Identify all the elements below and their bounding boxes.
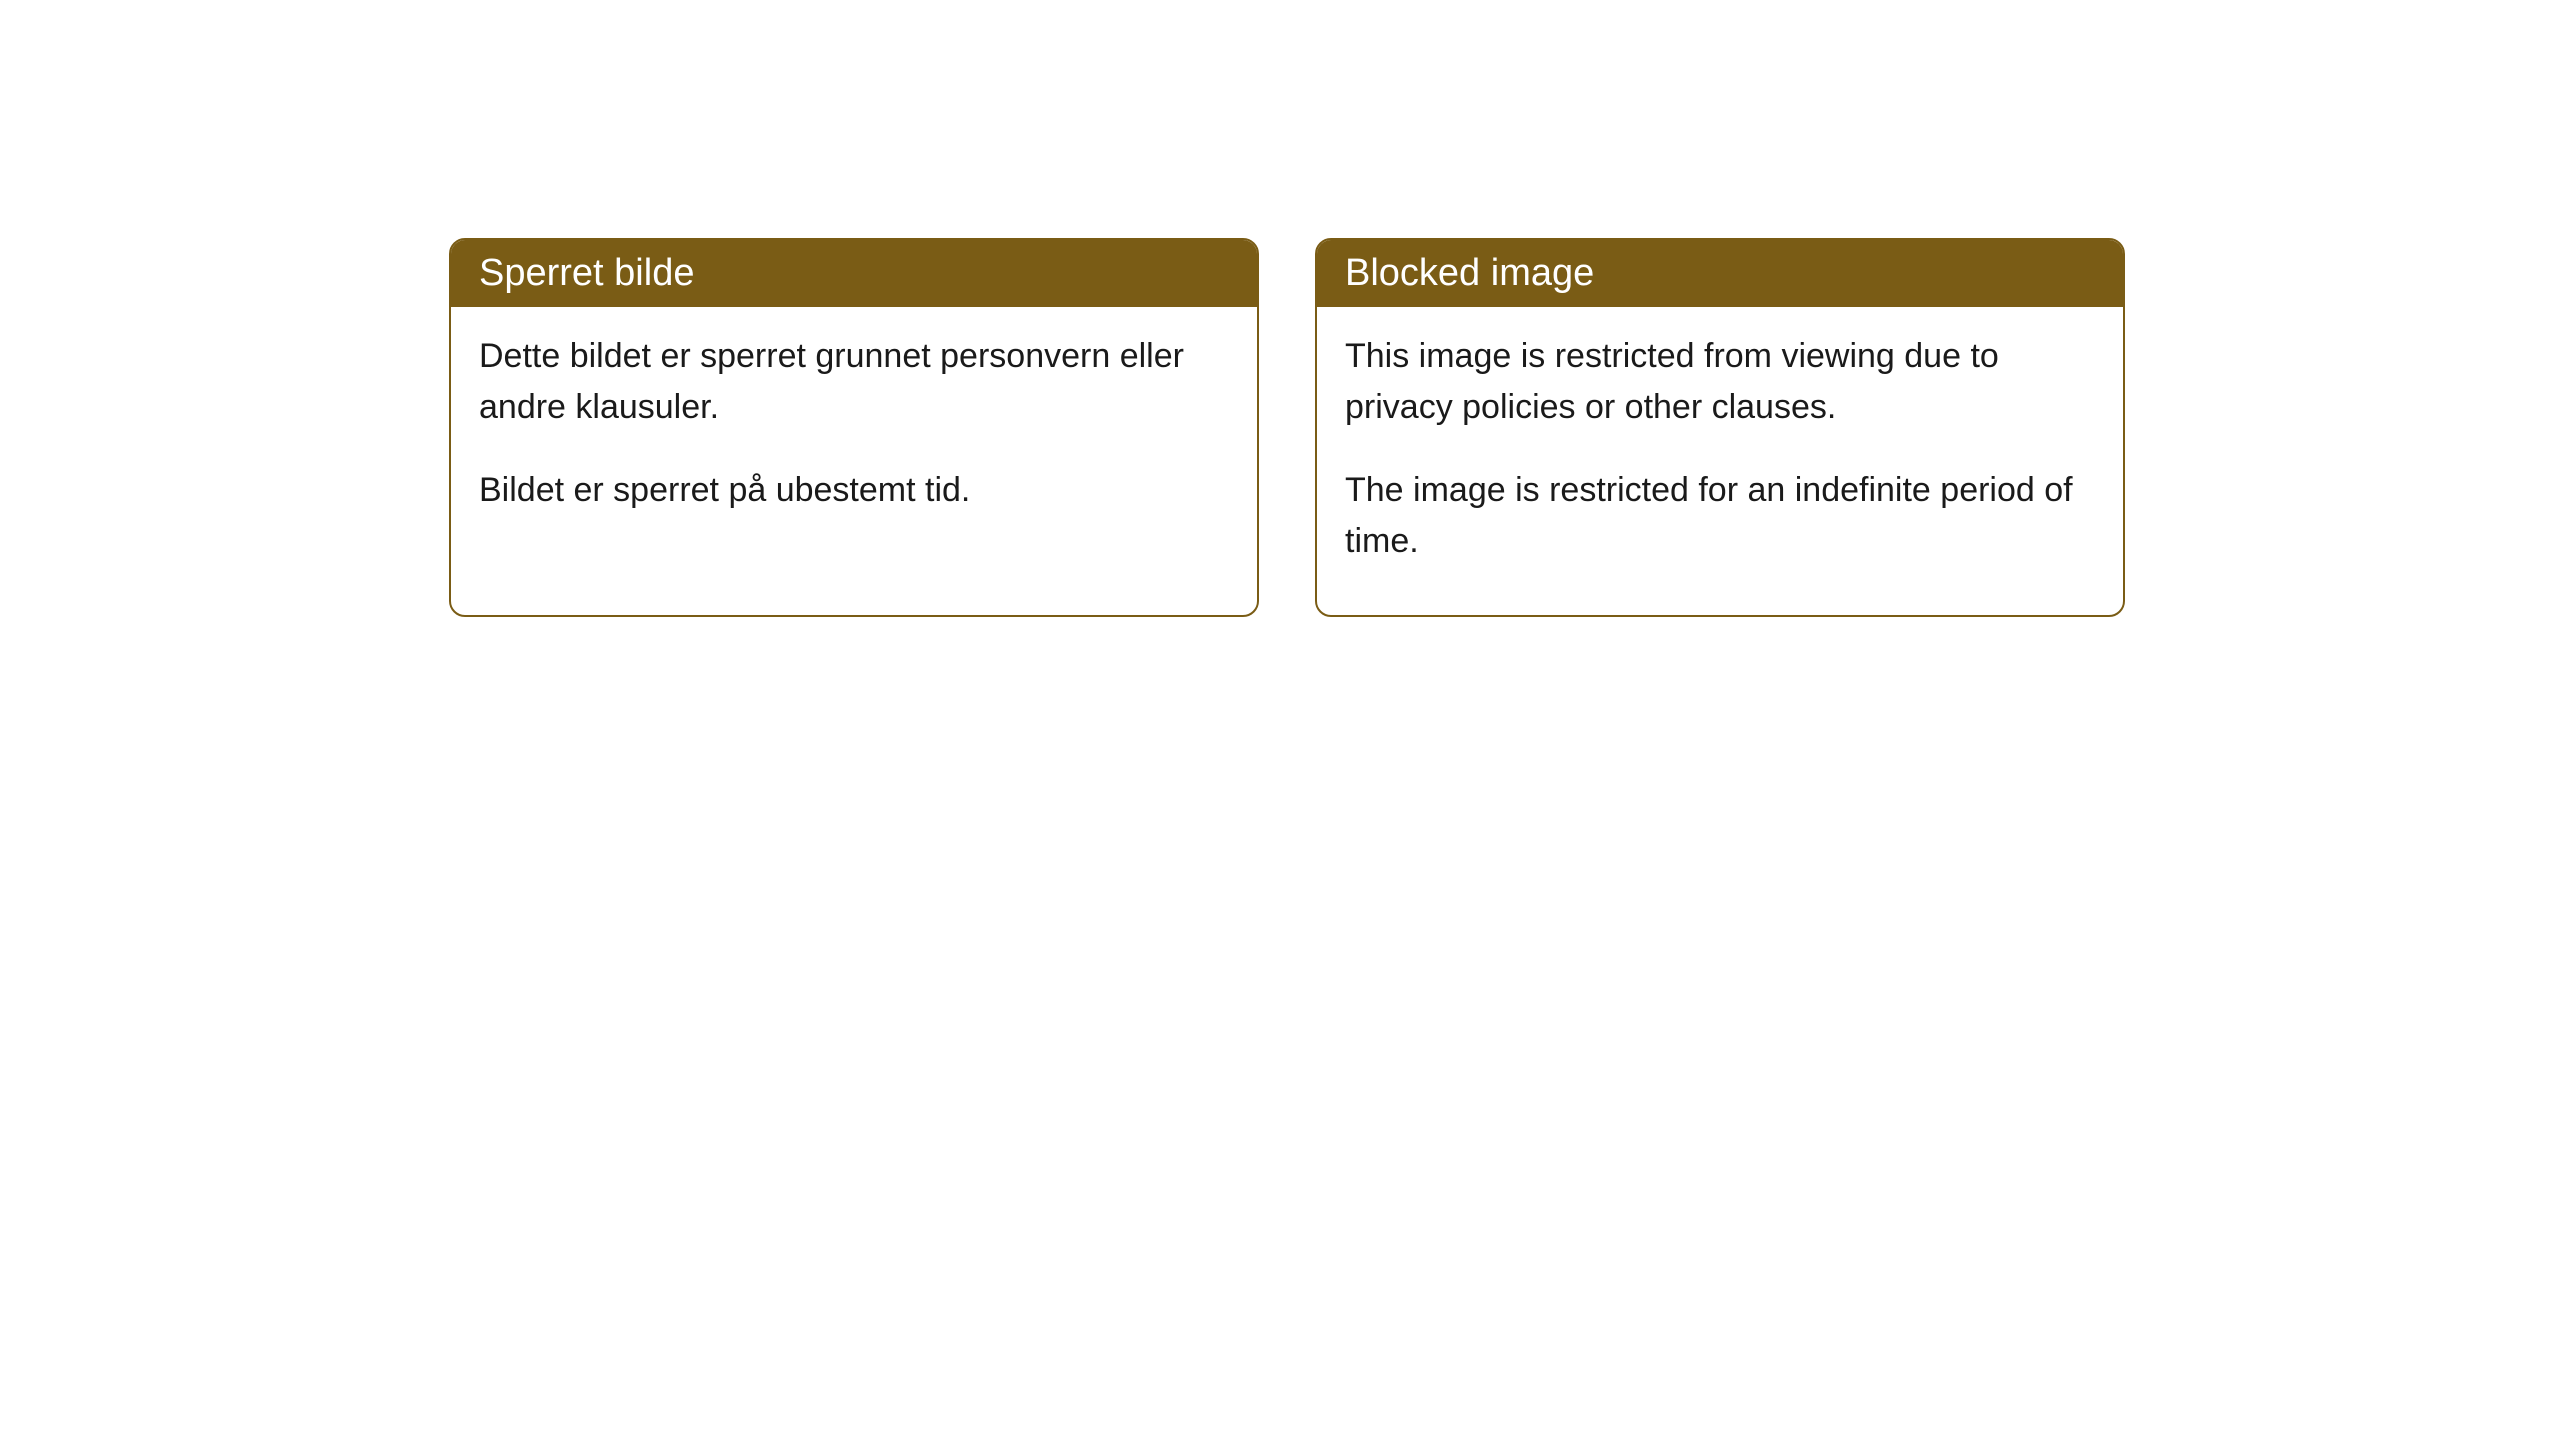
card-title: Blocked image	[1345, 252, 1594, 294]
card-body-norwegian: Dette bildet er sperret grunnet personve…	[451, 307, 1257, 564]
card-header-norwegian: Sperret bilde	[451, 240, 1257, 307]
card-body-english: This image is restricted from viewing du…	[1317, 307, 2123, 615]
card-paragraph: Dette bildet er sperret grunnet personve…	[479, 331, 1229, 433]
card-title: Sperret bilde	[479, 252, 694, 294]
card-paragraph: Bildet er sperret på ubestemt tid.	[479, 465, 1229, 516]
card-paragraph: This image is restricted from viewing du…	[1345, 331, 2095, 433]
card-paragraph: The image is restricted for an indefinit…	[1345, 465, 2095, 567]
notice-cards-container: Sperret bilde Dette bildet er sperret gr…	[449, 238, 2125, 617]
notice-card-english: Blocked image This image is restricted f…	[1315, 238, 2125, 617]
notice-card-norwegian: Sperret bilde Dette bildet er sperret gr…	[449, 238, 1259, 617]
card-header-english: Blocked image	[1317, 240, 2123, 307]
